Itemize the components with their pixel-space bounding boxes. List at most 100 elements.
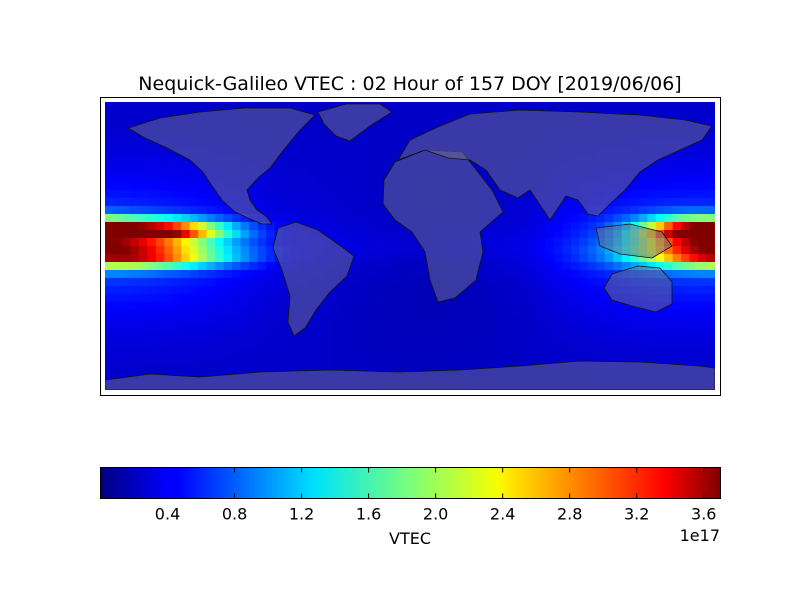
heatmap-cell [265, 278, 276, 287]
heatmap-cell [511, 238, 521, 247]
heatmap-cell [291, 206, 301, 215]
heatmap-cell [587, 334, 597, 343]
heatmap-cell [443, 358, 453, 367]
heatmap-cell [418, 246, 428, 255]
heatmap-cell [494, 222, 504, 231]
heatmap-cell [486, 350, 496, 359]
heatmap-cell [147, 334, 157, 343]
heatmap-cell [359, 158, 369, 167]
heatmap-cell [562, 102, 572, 111]
colorbar-tick-label: 3.2 [624, 505, 649, 524]
heatmap-cell [698, 158, 708, 167]
heatmap-cell [164, 342, 174, 351]
heatmap-cell [706, 198, 715, 207]
heatmap-cell [503, 286, 513, 295]
heatmap-cell [528, 206, 538, 215]
heatmap-cell [138, 134, 148, 143]
heatmap-cell [215, 326, 225, 335]
heatmap-cell [181, 246, 191, 255]
heatmap-cell [376, 222, 386, 231]
heatmap-cell [418, 334, 428, 343]
heatmap-cell [282, 286, 292, 295]
heatmap-cell [172, 182, 182, 191]
heatmap-cell [189, 310, 199, 319]
heatmap-cell [138, 302, 148, 311]
heatmap-cell [367, 278, 377, 287]
heatmap-cell [215, 318, 225, 327]
heatmap-cell [511, 206, 521, 215]
heatmap-cell [698, 270, 708, 279]
heatmap-cell [265, 230, 276, 239]
heatmap-cell [105, 158, 115, 167]
heatmap-cell [359, 302, 369, 311]
heatmap-cell [342, 238, 352, 247]
heatmap-cell [155, 326, 165, 335]
heatmap-cell [435, 118, 445, 127]
heatmap-cell [596, 318, 606, 327]
heatmap-cell [249, 182, 259, 191]
heatmap-cell [316, 302, 326, 311]
heatmap-cell [249, 190, 259, 199]
heatmap-cell [486, 326, 496, 335]
heatmap-cell [706, 262, 715, 271]
heatmap-cell [706, 326, 715, 335]
heatmap-cell [376, 142, 386, 151]
heatmap-cell [130, 238, 140, 247]
heatmap-cell [520, 230, 530, 239]
heatmap-cell [147, 342, 157, 351]
southeast-asia-islands [595, 223, 673, 259]
heatmap-cell [681, 302, 691, 311]
heatmap-cell [257, 174, 267, 183]
heatmap-cell [410, 238, 420, 247]
heatmap-cell [342, 350, 352, 359]
heatmap-cell [240, 278, 250, 287]
heatmap-cell [181, 254, 191, 263]
heatmap-cell [410, 102, 420, 111]
heatmap-cell [367, 294, 377, 303]
heatmap-cell [291, 214, 301, 223]
heatmap-cell [359, 358, 369, 367]
heatmap-cell [528, 318, 538, 327]
heatmap-cell [520, 254, 530, 263]
heatmap-cell [664, 190, 674, 199]
heatmap-cell [155, 222, 165, 231]
heatmap-cell [426, 102, 437, 111]
heatmap-cell [299, 214, 309, 223]
heatmap-cell [350, 286, 360, 295]
heatmap-cell [155, 358, 165, 367]
heatmap-cell [689, 182, 699, 191]
heatmap-cell [503, 198, 513, 207]
heatmap-cell [528, 286, 538, 295]
heatmap-cell [274, 214, 284, 223]
heatmap-cell [367, 326, 377, 335]
heatmap-cell [155, 246, 165, 255]
heatmap-cell [554, 230, 564, 239]
heatmap-cell [265, 174, 276, 183]
heatmap-cell [113, 126, 123, 135]
heatmap-cell [681, 286, 691, 295]
heatmap-cell [172, 246, 182, 255]
heatmap-cell [596, 350, 606, 359]
heatmap-cell [265, 254, 276, 263]
heatmap-cell [367, 206, 377, 215]
heatmap-cell [359, 278, 369, 287]
heatmap-cell [350, 278, 360, 287]
heatmap-cell [121, 270, 132, 279]
heatmap-cell [545, 270, 555, 279]
heatmap-cell [147, 286, 157, 295]
heatmap-cell [325, 222, 335, 231]
heatmap-cell [384, 366, 394, 375]
heatmap-cell [672, 326, 682, 335]
heatmap-cell [113, 118, 123, 127]
heatmap-cell [113, 270, 123, 279]
heatmap-cell [647, 318, 657, 327]
heatmap-cell [486, 310, 496, 319]
heatmap-cell [164, 366, 174, 375]
heatmap-cell [596, 278, 606, 287]
heatmap-cell [138, 294, 148, 303]
heatmap-cell [638, 182, 648, 191]
heatmap-cell [621, 102, 631, 111]
heatmap-cell [232, 342, 242, 351]
heatmap-cell [672, 206, 682, 215]
